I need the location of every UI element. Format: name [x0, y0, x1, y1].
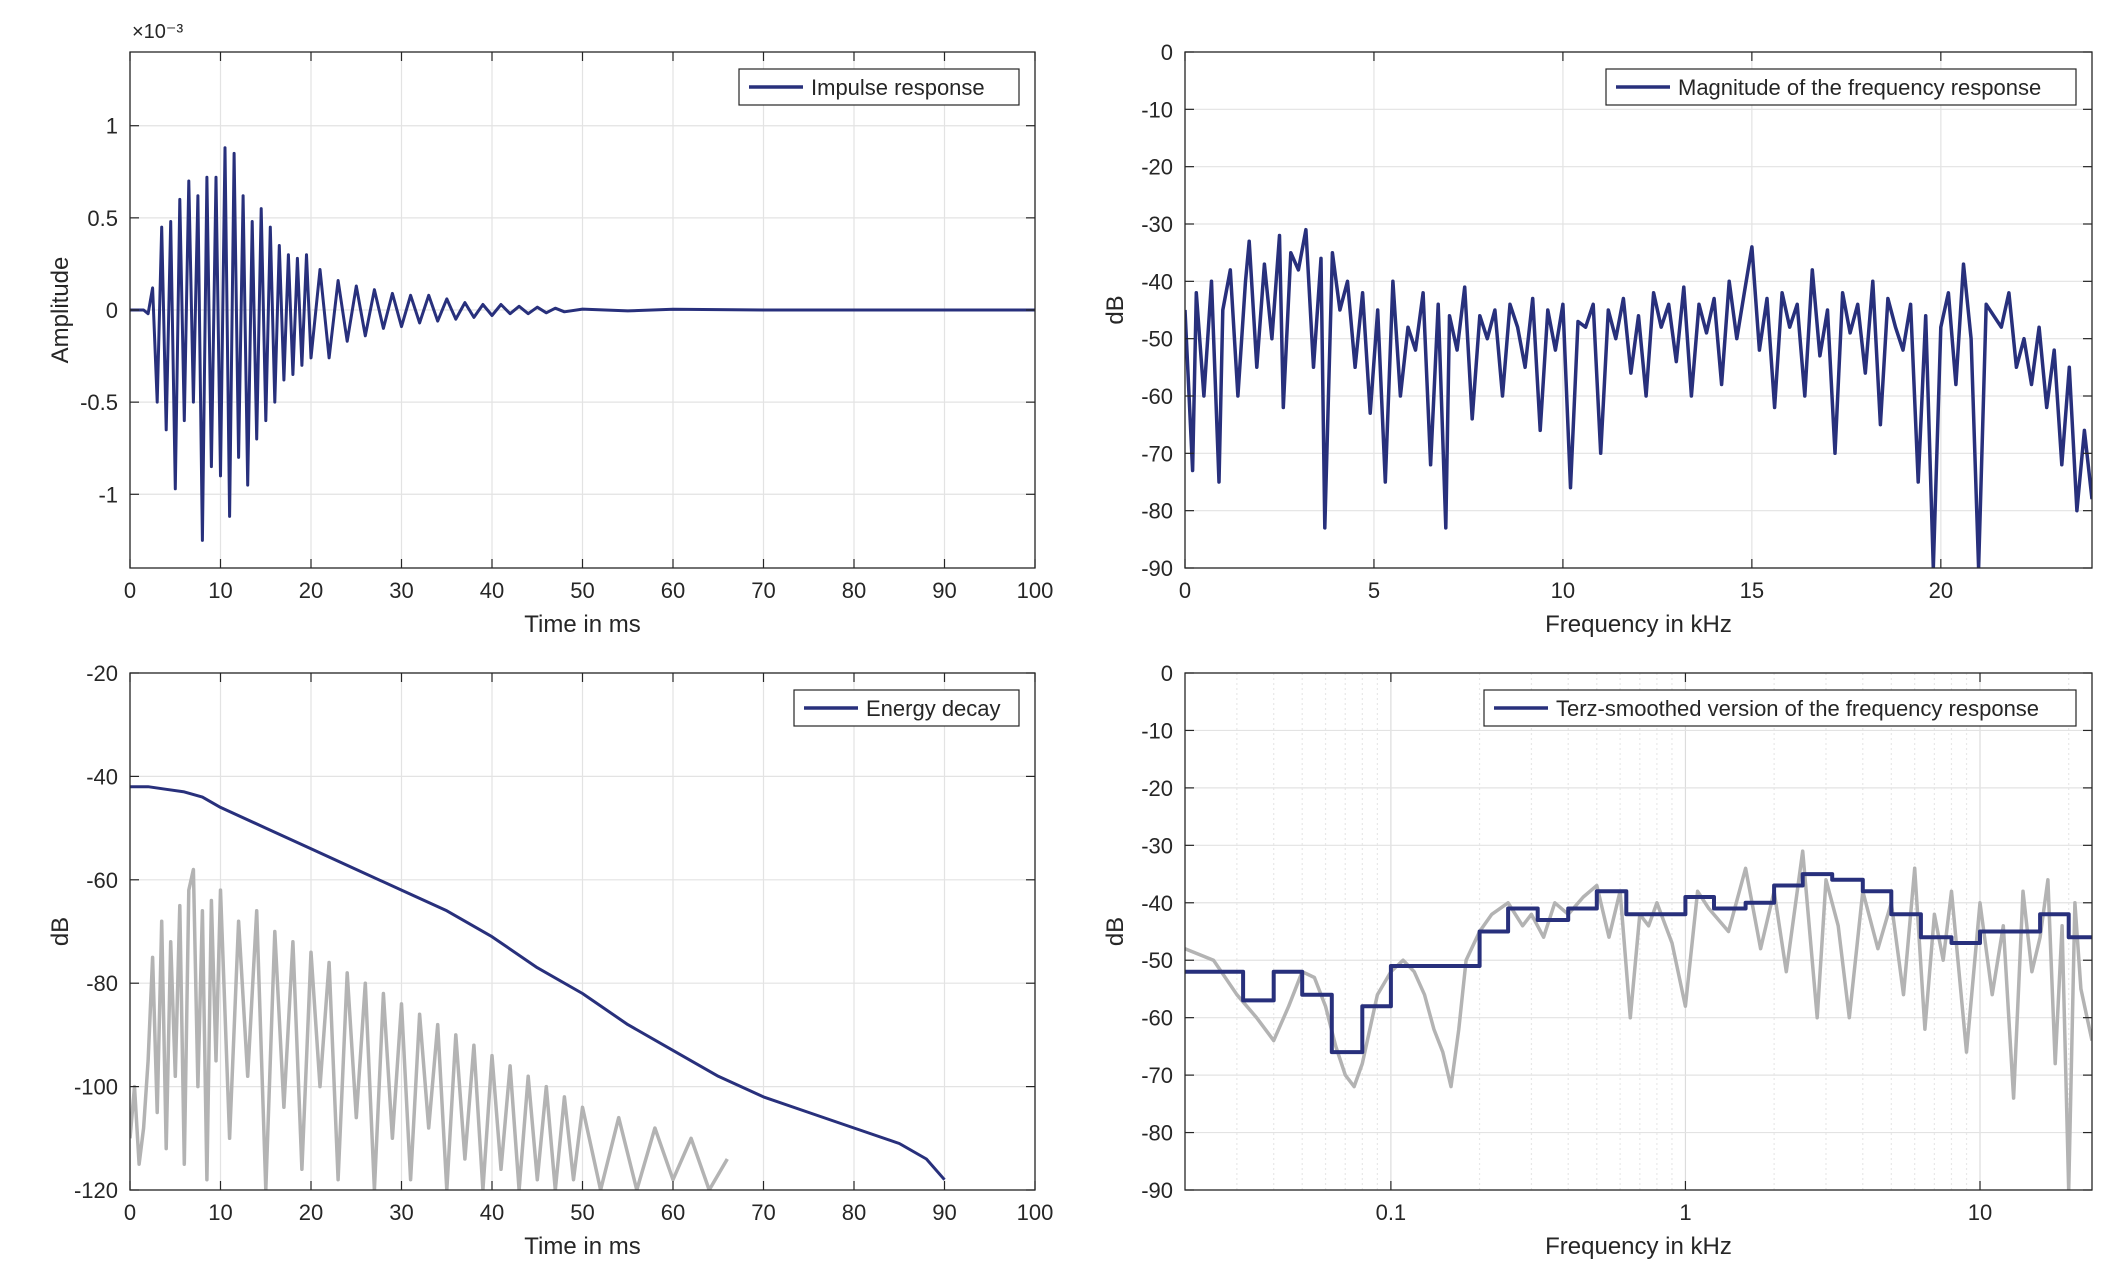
y-tick-label: -10	[1141, 718, 1173, 743]
x-tick-label: 50	[570, 578, 594, 603]
x-tick-label: 90	[932, 1200, 956, 1225]
x-tick-label: 15	[1740, 578, 1764, 603]
x-tick-label: 0.1	[1376, 1200, 1407, 1225]
y-tick-label: -100	[74, 1075, 118, 1100]
x-tick-label: 10	[1551, 578, 1575, 603]
y-tick-label: -40	[1141, 269, 1173, 294]
legend-label: Impulse response	[811, 75, 985, 100]
y-tick-label: -1	[98, 482, 118, 507]
x-tick-label: 100	[1017, 578, 1054, 603]
x-tick-label: 50	[570, 1200, 594, 1225]
y-tick-label: 0.5	[87, 206, 118, 231]
series-group	[1185, 849, 2092, 1190]
y-tick-label: 1	[106, 114, 118, 139]
x-tick-label: 20	[1929, 578, 1953, 603]
series-group	[130, 785, 946, 1190]
x-tick-label: 0	[124, 578, 136, 603]
series-line-terz-smoothed-version-of-the-frequency-response	[1185, 872, 2092, 1055]
legend: Magnitude of the frequency response	[1605, 68, 2077, 106]
legend-label: Magnitude of the frequency response	[1678, 75, 2041, 100]
x-tick-label: 80	[842, 1200, 866, 1225]
x-tick-label: 80	[842, 578, 866, 603]
y-tick-label: -120	[74, 1178, 118, 1203]
legend-box	[1605, 68, 2077, 106]
y-tick-label: -20	[86, 661, 118, 686]
x-tick-label: 60	[661, 1200, 685, 1225]
chart-ed: 0 10 20 30 40 50 60 70 80 90 100 -20 -40 -60 -80 -100 -1…	[47, 661, 1053, 1260]
y-tick-label: 0	[106, 298, 118, 323]
x-tick-label: 30	[389, 1200, 413, 1225]
y-tick-label: -30	[1141, 833, 1173, 858]
y-tick-label: -60	[86, 868, 118, 893]
series-line-impulse-response	[130, 146, 1035, 542]
y-tick-label: -50	[1141, 948, 1173, 973]
x-axis-title: Frequency in kHz	[1545, 1233, 1732, 1260]
y-tick-label: -0.5	[80, 390, 118, 415]
x-tick-label: 10	[1968, 1200, 1992, 1225]
x-tick-label: 1	[1679, 1200, 1691, 1225]
series-group	[130, 146, 1035, 542]
axes-box	[1184, 672, 2093, 1191]
y-tick-label: -90	[1141, 1178, 1173, 1203]
y-tick-label: -90	[1141, 556, 1173, 581]
chart-terz: 0.1 1 10 0 -10 -20 -30 -40 -50 -60 -70 -80 -90 Freque…	[1102, 661, 2093, 1260]
legend-box	[1483, 689, 2077, 727]
legend-label: Energy decay	[866, 696, 1001, 721]
y-tick-label: -80	[1141, 1121, 1173, 1146]
y-tick-label: 0	[1161, 661, 1173, 686]
legend-label: Terz-smoothed version of the frequency r…	[1556, 696, 2039, 721]
y-tick-label: -40	[1141, 891, 1173, 916]
y-axis-title: dB	[47, 917, 74, 946]
x-axis-title: Time in ms	[524, 611, 640, 638]
x-tick-label: 30	[389, 578, 413, 603]
x-axis-title: Time in ms	[524, 1233, 640, 1260]
series-line-magnitude-of-the-frequency-response	[1185, 227, 2092, 568]
series-line-background-0	[130, 867, 729, 1190]
legend: Terz-smoothed version of the frequency r…	[1483, 689, 2077, 727]
y-tick-label: -40	[86, 764, 118, 789]
y-tick-label: -60	[1141, 384, 1173, 409]
x-tick-label: 5	[1368, 578, 1380, 603]
x-tick-label: 40	[480, 578, 504, 603]
y-axis-title: dB	[1102, 917, 1129, 946]
y-tick-label: -50	[1141, 327, 1173, 352]
y-tick-label: -20	[1141, 155, 1173, 180]
chart-fr: 0 5 10 15 20 0 -10 -20 -30 -40 -50 -60 -70 -80 -90 Freq…	[1102, 40, 2093, 638]
y-tick-label: -30	[1141, 212, 1173, 237]
y-axis-title: dB	[1102, 295, 1129, 324]
chart-ir: 0 10 20 30 40 50 60 70 80 90 100 1 0.5 0 -0.5 -1 Time in…	[47, 21, 1053, 638]
y-tick-label: -10	[1141, 97, 1173, 122]
x-tick-label: 40	[480, 1200, 504, 1225]
x-tick-label: 0	[124, 1200, 136, 1225]
y-tick-label: -80	[86, 971, 118, 996]
x-tick-label: 60	[661, 578, 685, 603]
x-tick-label: 10	[208, 578, 232, 603]
y-tick-label: -70	[1141, 441, 1173, 466]
x-tick-label: 70	[751, 578, 775, 603]
y-tick-label: 0	[1161, 40, 1173, 65]
x-tick-label: 20	[299, 1200, 323, 1225]
y-tick-label: -80	[1141, 499, 1173, 524]
x-tick-label: 90	[932, 578, 956, 603]
x-tick-label: 10	[208, 1200, 232, 1225]
y-tick-label: -70	[1141, 1063, 1173, 1088]
y-tick-label: -20	[1141, 776, 1173, 801]
y-exponent-label: ×10⁻³	[132, 21, 183, 43]
series-group	[1185, 227, 2092, 568]
y-axis-title: Amplitude	[47, 257, 74, 364]
y-tick-label: -60	[1141, 1006, 1173, 1031]
legend: Impulse response	[738, 68, 1020, 106]
axes-box	[1184, 51, 2093, 569]
series-line-energy-decay	[130, 785, 946, 1181]
x-tick-label: 70	[751, 1200, 775, 1225]
legend: Energy decay	[793, 689, 1020, 727]
x-tick-label: 0	[1179, 578, 1191, 603]
x-tick-label: 20	[299, 578, 323, 603]
x-tick-label: 100	[1017, 1200, 1054, 1225]
x-axis-title: Frequency in kHz	[1545, 611, 1732, 638]
